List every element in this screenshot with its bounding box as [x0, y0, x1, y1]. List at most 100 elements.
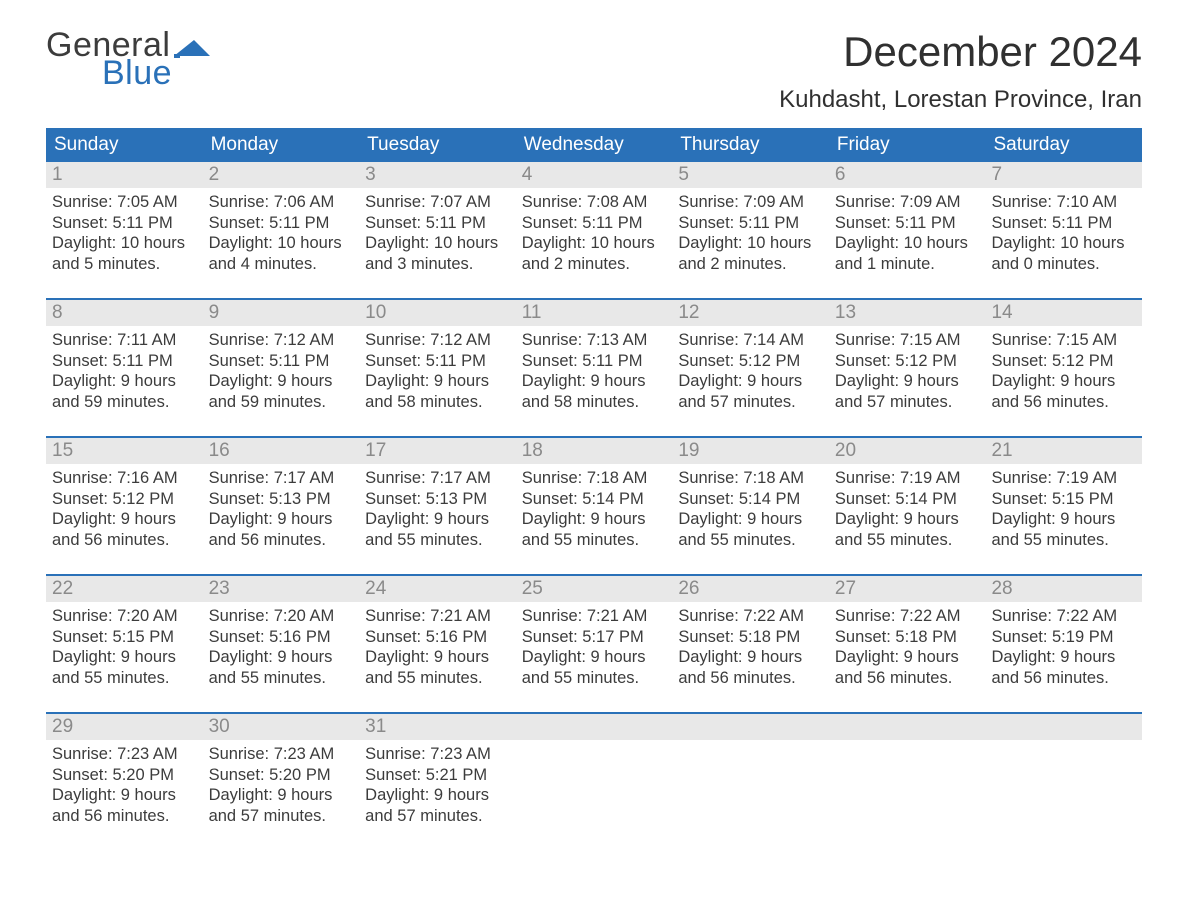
- day-number: 12: [672, 300, 829, 326]
- daylight-text: Daylight: 9 hours and 55 minutes.: [209, 647, 354, 688]
- sunrise-text: Sunrise: 7:14 AM: [678, 330, 823, 351]
- day-cell: Sunrise: 7:14 AMSunset: 5:12 PMDaylight:…: [672, 326, 829, 422]
- weekday-header: Tuesday: [359, 128, 516, 162]
- day-cell: [985, 740, 1142, 836]
- week: 15161718192021Sunrise: 7:16 AMSunset: 5:…: [46, 436, 1142, 560]
- daylight-text: Daylight: 9 hours and 57 minutes.: [365, 785, 510, 826]
- daylight-text: Daylight: 10 hours and 3 minutes.: [365, 233, 510, 274]
- day-number: 7: [985, 162, 1142, 188]
- day-number-row: 1234567: [46, 162, 1142, 188]
- day-cell: Sunrise: 7:23 AMSunset: 5:20 PMDaylight:…: [203, 740, 360, 836]
- day-number-row: 293031: [46, 714, 1142, 740]
- day-cell: [672, 740, 829, 836]
- week: 293031Sunrise: 7:23 AMSunset: 5:20 PMDay…: [46, 712, 1142, 836]
- day-number: 6: [829, 162, 986, 188]
- weekday-header: Wednesday: [516, 128, 673, 162]
- daylight-text: Daylight: 10 hours and 4 minutes.: [209, 233, 354, 274]
- daylight-text: Daylight: 9 hours and 55 minutes.: [52, 647, 197, 688]
- day-number: 30: [203, 714, 360, 740]
- day-cell: Sunrise: 7:16 AMSunset: 5:12 PMDaylight:…: [46, 464, 203, 560]
- day-cell: Sunrise: 7:09 AMSunset: 5:11 PMDaylight:…: [672, 188, 829, 284]
- day-cell: Sunrise: 7:23 AMSunset: 5:21 PMDaylight:…: [359, 740, 516, 836]
- logo-text-blue: Blue: [102, 56, 214, 90]
- sunset-text: Sunset: 5:17 PM: [522, 627, 667, 648]
- day-number: 21: [985, 438, 1142, 464]
- sunset-text: Sunset: 5:12 PM: [835, 351, 980, 372]
- day-cell: Sunrise: 7:07 AMSunset: 5:11 PMDaylight:…: [359, 188, 516, 284]
- sunrise-text: Sunrise: 7:09 AM: [678, 192, 823, 213]
- day-number: 23: [203, 576, 360, 602]
- weekday-header: Friday: [829, 128, 986, 162]
- week: 22232425262728Sunrise: 7:20 AMSunset: 5:…: [46, 574, 1142, 698]
- day-number: 2: [203, 162, 360, 188]
- daylight-text: Daylight: 9 hours and 57 minutes.: [835, 371, 980, 412]
- day-number-row: 22232425262728: [46, 576, 1142, 602]
- sunrise-text: Sunrise: 7:16 AM: [52, 468, 197, 489]
- sunrise-text: Sunrise: 7:23 AM: [52, 744, 197, 765]
- day-body-row: Sunrise: 7:16 AMSunset: 5:12 PM Daylight:…: [46, 464, 1142, 560]
- daylight-text: Daylight: 9 hours and 55 minutes.: [365, 647, 510, 688]
- page-header: General Blue December 2024 Kuhdasht, Lor…: [46, 28, 1142, 114]
- day-number: 17: [359, 438, 516, 464]
- daylight-text: Daylight: 9 hours and 55 minutes.: [522, 647, 667, 688]
- sunrise-text: Sunrise: 7:18 AM: [522, 468, 667, 489]
- daylight-text: Daylight: 9 hours and 56 minutes.: [52, 785, 197, 826]
- sunset-text: Sunset: 5:11 PM: [991, 213, 1136, 234]
- sunset-text: Sunset: 5:15 PM: [991, 489, 1136, 510]
- daylight-text: Daylight: 10 hours and 2 minutes.: [678, 233, 823, 274]
- day-cell: Sunrise: 7:22 AMSunset: 5:19 PMDaylight:…: [985, 602, 1142, 698]
- sunset-text: Sunset: 5:15 PM: [52, 627, 197, 648]
- weeks-container: 1234567Sunrise: 7:05 AMSunset: 5:11 PMDa…: [46, 162, 1142, 836]
- sunrise-text: Sunrise: 7:22 AM: [991, 606, 1136, 627]
- sunset-text: Sunset: 5:12 PM: [678, 351, 823, 372]
- day-number: 1: [46, 162, 203, 188]
- day-cell: Sunrise: 7:05 AMSunset: 5:11 PMDaylight:…: [46, 188, 203, 284]
- day-number: 19: [672, 438, 829, 464]
- day-cell: Sunrise: 7:09 AMSunset: 5:11 PMDaylight:…: [829, 188, 986, 284]
- sunset-text: Sunset: 5:11 PM: [835, 213, 980, 234]
- sunset-text: Sunset: 5:11 PM: [52, 213, 197, 234]
- day-cell: Sunrise: 7:21 AMSunset: 5:16 PMDaylight:…: [359, 602, 516, 698]
- weekday-header: Saturday: [985, 128, 1142, 162]
- sunset-text: Sunset: 5:12 PM: [991, 351, 1136, 372]
- day-cell: Sunrise: 7:20 AMSunset: 5:15 PMDaylight:…: [46, 602, 203, 698]
- day-cell: Sunrise: 7:13 AMSunset: 5:11 PMDaylight:…: [516, 326, 673, 422]
- sunrise-text: Sunrise: 7:07 AM: [365, 192, 510, 213]
- day-number: 3: [359, 162, 516, 188]
- daylight-text: Daylight: 9 hours and 56 minutes.: [991, 371, 1136, 412]
- sunrise-text: Sunrise: 7:23 AM: [365, 744, 510, 765]
- weekday-header: Monday: [203, 128, 360, 162]
- day-number: 26: [672, 576, 829, 602]
- day-number: 5: [672, 162, 829, 188]
- daylight-text: Daylight: 9 hours and 56 minutes.: [209, 509, 354, 550]
- title-block: December 2024 Kuhdasht, Lorestan Provinc…: [779, 28, 1142, 114]
- daylight-text: Daylight: 9 hours and 56 minutes.: [835, 647, 980, 688]
- day-body-row: Sunrise: 7:11 AMSunset: 5:11 PMDaylight:…: [46, 326, 1142, 422]
- day-cell: Sunrise: 7:21 AMSunset: 5:17 PMDaylight:…: [516, 602, 673, 698]
- day-number: 9: [203, 300, 360, 326]
- sunset-text: Sunset: 5:19 PM: [991, 627, 1136, 648]
- day-number: 16: [203, 438, 360, 464]
- sunrise-text: Sunrise: 7:17 AM: [365, 468, 510, 489]
- day-number: 8: [46, 300, 203, 326]
- day-number: 14: [985, 300, 1142, 326]
- sunset-text: Sunset: 5:16 PM: [365, 627, 510, 648]
- weekday-header: Thursday: [672, 128, 829, 162]
- daylight-text: Daylight: 9 hours and 57 minutes.: [209, 785, 354, 826]
- day-number-row: 891011121314: [46, 300, 1142, 326]
- day-number: 15: [46, 438, 203, 464]
- day-number: [829, 714, 986, 740]
- sunrise-text: Sunrise: 7:22 AM: [678, 606, 823, 627]
- day-cell: [829, 740, 986, 836]
- daylight-text: Daylight: 9 hours and 55 minutes.: [522, 509, 667, 550]
- sunrise-text: Sunrise: 7:10 AM: [991, 192, 1136, 213]
- daylight-text: Daylight: 10 hours and 2 minutes.: [522, 233, 667, 274]
- day-number: 28: [985, 576, 1142, 602]
- sunset-text: Sunset: 5:12 PM: [52, 489, 197, 510]
- location-subtitle: Kuhdasht, Lorestan Province, Iran: [779, 86, 1142, 114]
- sunrise-text: Sunrise: 7:13 AM: [522, 330, 667, 351]
- day-cell: Sunrise: 7:22 AMSunset: 5:18 PMDaylight:…: [672, 602, 829, 698]
- sunset-text: Sunset: 5:13 PM: [365, 489, 510, 510]
- sunrise-text: Sunrise: 7:12 AM: [365, 330, 510, 351]
- calendar-grid: SundayMondayTuesdayWednesdayThursdayFrid…: [46, 128, 1142, 836]
